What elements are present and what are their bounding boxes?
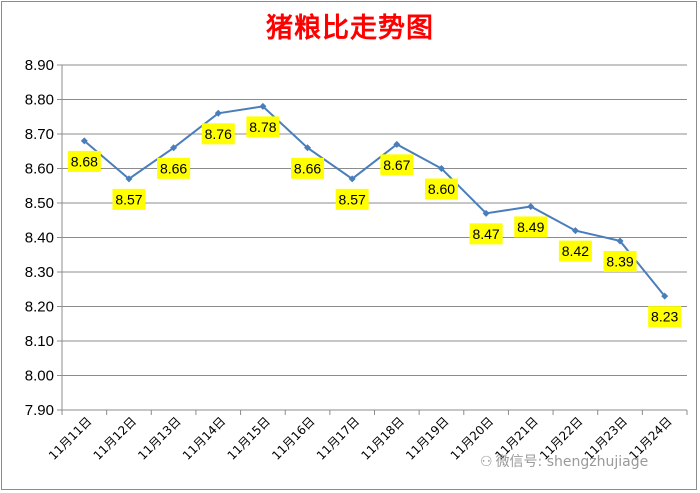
data-label-text: 8.57 <box>115 191 142 207</box>
data-label-text: 8.23 <box>651 309 678 325</box>
y-tick-label: 8.00 <box>25 368 54 385</box>
data-label-text: 8.68 <box>71 153 98 169</box>
data-point <box>348 175 356 183</box>
x-tick-label: 11月19日 <box>403 414 451 462</box>
data-label-text: 8.66 <box>294 160 321 176</box>
data-label-bg <box>514 216 548 238</box>
data-point <box>214 109 222 117</box>
data-label: 8.39 <box>603 250 637 272</box>
data-label-text: 8.67 <box>383 157 410 173</box>
y-tick-label: 8.40 <box>25 230 54 247</box>
chart-title: 猪粮比走势图 <box>266 13 434 44</box>
data-label-bg <box>201 123 235 145</box>
data-label: 8.42 <box>558 240 592 262</box>
data-label-bg <box>112 188 146 210</box>
data-label-text: 8.78 <box>249 119 276 135</box>
data-label-bg <box>246 116 280 138</box>
y-tick-label: 8.10 <box>25 333 54 350</box>
data-label-bg <box>380 154 414 176</box>
data-labels: 8.68 8.57 8.66 8.76 8.78 8.66 8.57 8.67 8.60 8.47… <box>67 116 682 328</box>
data-point <box>393 140 401 148</box>
y-tick-label: 8.50 <box>25 195 54 212</box>
data-point <box>304 144 312 152</box>
data-point <box>259 102 267 110</box>
x-tick-label: 11月17日 <box>314 414 362 462</box>
wechat-icon: ⚇ <box>480 454 493 470</box>
data-label: 8.76 <box>201 123 235 145</box>
axes <box>57 64 688 415</box>
data-label-text: 8.60 <box>428 181 455 197</box>
x-tick-label: 11月16日 <box>269 414 317 462</box>
grid-lines <box>62 64 687 411</box>
y-tick-label: 8.20 <box>25 299 54 316</box>
data-point <box>437 165 445 172</box>
data-label-bg <box>424 178 458 200</box>
y-tick-label: 8.30 <box>25 264 54 281</box>
x-tick-label: 11月18日 <box>358 414 406 462</box>
series-path <box>83 105 666 297</box>
data-label: 8.60 <box>424 178 458 200</box>
x-tick-label: 11月12日 <box>91 414 139 462</box>
watermark-text: 微信号: shengzhujiage <box>495 454 649 470</box>
y-tick-label: 8.90 <box>25 57 54 74</box>
data-label-bg <box>335 188 369 210</box>
data-label-bg <box>558 240 592 262</box>
data-label-text: 8.57 <box>339 191 366 207</box>
data-label: 8.57 <box>112 188 146 210</box>
data-label: 8.67 <box>380 154 414 176</box>
data-label: 8.47 <box>469 223 503 245</box>
data-point <box>527 202 535 210</box>
x-tick-label: 11月14日 <box>180 414 228 462</box>
data-label-bg <box>291 157 325 179</box>
data-label: 8.57 <box>335 188 369 210</box>
data-label-bg <box>157 157 191 179</box>
data-label-text: 8.49 <box>517 219 544 235</box>
data-label-bg <box>469 223 503 245</box>
data-point <box>80 137 88 145</box>
x-tick-label: 11月15日 <box>225 414 273 462</box>
data-label: 8.68 <box>67 150 101 172</box>
data-label: 8.66 <box>291 157 325 179</box>
data-label-text: 8.47 <box>472 226 499 242</box>
data-label-text: 8.39 <box>606 253 633 269</box>
data-label-text: 8.42 <box>562 243 589 259</box>
data-point <box>616 237 624 245</box>
data-label: 8.23 <box>648 306 682 328</box>
data-point <box>170 144 178 152</box>
y-tick-label: 8.70 <box>25 126 54 143</box>
data-point <box>661 292 669 300</box>
y-tick-label: 7.90 <box>25 402 54 419</box>
data-point <box>125 175 133 183</box>
y-tick-label: 8.60 <box>25 161 54 178</box>
data-label-bg <box>648 306 682 328</box>
data-label-text: 8.66 <box>160 160 187 176</box>
data-label: 8.49 <box>514 216 548 238</box>
data-label-bg <box>67 150 101 172</box>
data-label-text: 8.76 <box>205 126 232 142</box>
y-tick-label: 8.80 <box>25 92 54 109</box>
watermark: ⚇ 微信号: shengzhujiage <box>480 451 648 471</box>
data-point <box>571 227 579 235</box>
data-label: 8.66 <box>157 157 191 179</box>
data-label: 8.78 <box>246 116 280 138</box>
x-tick-label: 11月11日 <box>46 414 94 462</box>
series-line <box>80 102 669 300</box>
data-point <box>482 209 490 217</box>
y-axis-ticks: 7.90 8.00 8.10 8.20 8.30 8.40 8.50 8.60 8.70 8.80… <box>25 57 54 419</box>
data-label-bg <box>603 250 637 272</box>
x-tick-label: 11月13日 <box>135 414 183 462</box>
